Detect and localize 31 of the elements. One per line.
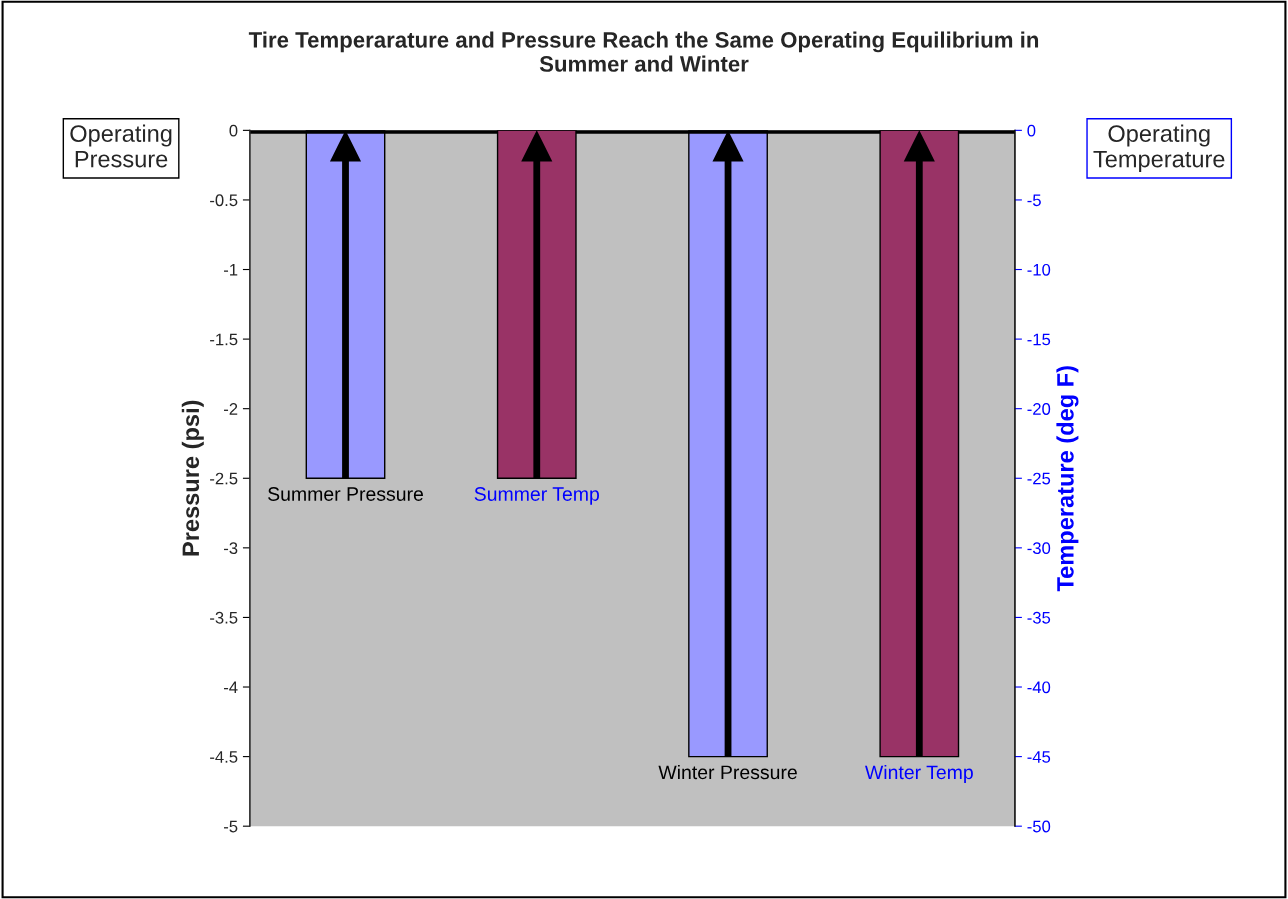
y2-tick-label: -30 [1027,542,1051,555]
y2-tick-label: -40 [1027,681,1051,694]
y2-tick-label: -25 [1027,472,1051,485]
y2-tick-label: -35 [1027,611,1051,624]
y-tick-label: -5 [223,820,238,833]
y2-tick-label: -5 [1027,194,1041,207]
y-tick-label: -4 [223,681,238,694]
y-tick-label: -2.5 [210,472,238,485]
x-tick-label: Winter Temp [865,764,973,784]
y2-tick-label: -15 [1027,333,1051,346]
y2-tick-label: -50 [1027,820,1051,833]
y-axis-title: Pressure (psi) [181,400,204,556]
y2-tick-label: 0 [1027,124,1036,137]
text: Operating Pressure [70,124,172,168]
chart-title: Tire Temperarature and Pressure Reach the Same Operating Equilibrium in Summer and Winter [248,31,1039,72]
y-tick-label: -3 [223,542,238,555]
x-tick-label: Summer Temp [474,487,599,505]
y-tick-label: -1.5 [210,333,238,346]
y2-axis-title: Temperature (deg F) [1056,366,1079,592]
x-tick-label: Winter Pressure [658,764,797,780]
y2-tick-label: -20 [1027,403,1051,415]
y-tick-label: 0 [229,124,238,137]
x-tick-label: Summer Pressure [268,487,423,501]
text: Operating Temperature [1093,124,1225,173]
y-tick-label: -3.5 [210,611,238,624]
y-tick-label: -4.5 [210,751,238,763]
y-tick-label: -0.5 [210,194,238,207]
y2-tick-label: -45 [1027,751,1051,763]
y2-tick-label: -10 [1027,263,1051,276]
y-tick-label: -1 [223,264,238,276]
y-tick-label: -2 [223,403,238,415]
